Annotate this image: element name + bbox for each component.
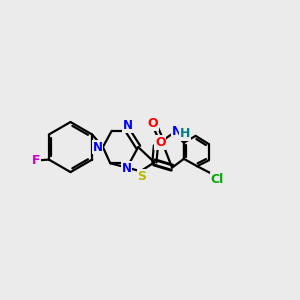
Text: N: N	[123, 119, 133, 132]
Text: Cl: Cl	[211, 173, 224, 186]
Text: N: N	[122, 162, 131, 175]
Text: H: H	[180, 127, 190, 140]
Text: N: N	[93, 141, 103, 154]
Text: F: F	[32, 154, 41, 167]
Text: N: N	[172, 125, 182, 138]
Text: O: O	[148, 117, 158, 130]
Text: S: S	[138, 170, 147, 183]
Text: O: O	[155, 136, 166, 149]
